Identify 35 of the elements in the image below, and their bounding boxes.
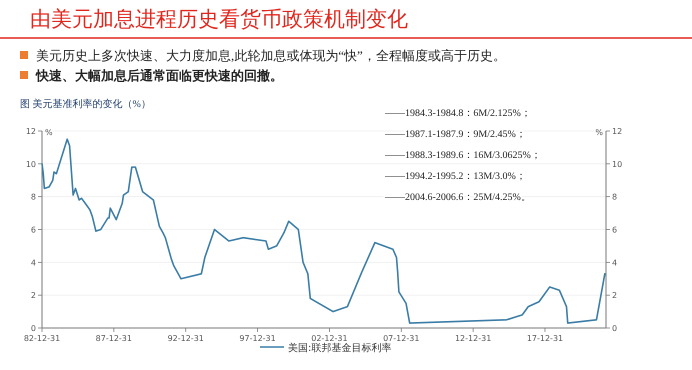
y2-tick-label: 4 (612, 258, 618, 268)
x-tick-label: 07-12-31 (383, 334, 420, 343)
chart-title: 由美元加息进程历史看货币政策机制变化 (30, 7, 408, 31)
y-tick-label: 4 (30, 258, 36, 268)
y2-tick-label: 0 (612, 324, 618, 333)
x-tick-label: 87-12-31 (96, 334, 132, 343)
y2-tick-label: 2 (612, 291, 618, 300)
y-tick-label: 8 (30, 192, 36, 202)
y-tick-label: 6 (30, 226, 36, 234)
x-tick-label: 02-12-31 (311, 334, 348, 343)
legend-label: 美国:联邦基金目标利率 (288, 342, 392, 354)
y2-axis-title: % (595, 128, 604, 137)
chart-subtitle: 图 美元基准利率的变化（%） (20, 98, 151, 110)
annotation: ——2004.6-2006.6：25M/4.25%。 (384, 192, 531, 203)
line-series (41, 138, 606, 324)
y2-tick-label: 8 (612, 192, 618, 202)
x-tick-label: 17-12-31 (526, 334, 564, 343)
y2-tick-label: 10 (612, 160, 622, 169)
x-tick-label: 12-12-31 (454, 334, 492, 343)
y-tick-label: 0 (30, 324, 36, 333)
y2-tick-label: 12 (612, 127, 622, 136)
y-tick-label: 10 (26, 160, 36, 169)
y-tick-label: 2 (30, 291, 36, 300)
x-tick-label: 82-12-31 (24, 334, 60, 343)
y-tick-label: 12 (26, 127, 36, 136)
x-tick-label: 92-12-31 (168, 334, 204, 343)
text: 快速、大幅加息后通常面临更快速的回撤。 (35, 68, 283, 83)
y2-tick-label: 6 (612, 226, 618, 234)
annotation: ——1994.2-1995.2：13M/3.0%； (384, 171, 526, 182)
x-tick-label: 97-12-31 (239, 334, 276, 343)
annotation: ——1987.1-1987.9：9M/2.45%； (384, 129, 526, 140)
text: ——1984.3-1984.8：6M/2.125%； (384, 108, 531, 119)
y-axis-title: % (45, 128, 53, 137)
annotation: ——1988.3-1989.6：16M/3.0625%； (384, 150, 541, 161)
text: 美元历史上多次快速、大力度加息,此轮加息或体现为“快”，全程幅度或高于历史。 (36, 48, 506, 63)
